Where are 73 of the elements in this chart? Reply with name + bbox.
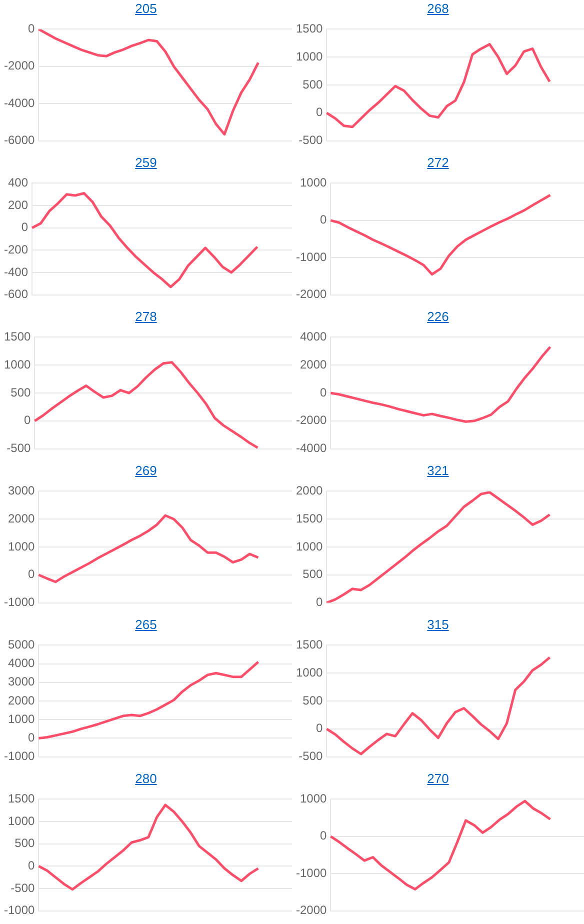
y-tick-label: -1000	[296, 866, 328, 880]
chart-title: 226	[427, 308, 449, 326]
y-tick-label: 1000	[8, 814, 36, 828]
y-tick-label: -2000	[296, 903, 328, 918]
chart-title: 269	[135, 462, 157, 480]
y-tick-label: -6000	[4, 133, 36, 148]
y-tick-label: -400	[4, 264, 28, 279]
y-tick-label: 0	[316, 721, 324, 736]
y-tick-label: -2000	[296, 413, 328, 428]
chart-title: 268	[427, 0, 449, 18]
y-tick-label: 200	[8, 198, 28, 212]
y-tick-label: 1500	[296, 511, 324, 526]
y-tick-label: 4000	[300, 330, 328, 344]
y-tick-label: 0	[28, 858, 36, 872]
y-tick-label: -500	[298, 749, 324, 764]
y-tick-label: 0	[21, 220, 28, 234]
y-tick-label: 1000	[300, 792, 328, 806]
chart-title: 270	[427, 770, 449, 788]
y-tick-label: -1000	[4, 903, 36, 918]
y-tick-label: 1500	[8, 792, 36, 806]
y-tick-label: 0	[320, 212, 328, 227]
y-tick-label: -1000	[4, 595, 36, 610]
y-tick-label: -2000	[296, 287, 328, 302]
y-tick-label: -600	[4, 287, 28, 302]
y-tick-label: 500	[302, 693, 324, 708]
y-tick-label: 1000	[8, 712, 36, 726]
y-tick-label: 0	[28, 730, 36, 745]
y-tick-label: 0	[320, 385, 328, 400]
y-tick-label: 1500	[296, 638, 324, 652]
y-tick-label: 5000	[8, 638, 36, 652]
y-tick-label: 2000	[8, 511, 36, 526]
y-tick-label: -500	[10, 880, 36, 895]
chart-title: 321	[427, 462, 449, 480]
y-tick-label: 0	[316, 105, 324, 120]
chart-title: 315	[427, 616, 449, 634]
y-tick-label: -4000	[296, 441, 328, 456]
y-tick-label: 2000	[296, 484, 324, 498]
y-tick-label: 1000	[8, 539, 36, 554]
y-tick-label: -1000	[296, 250, 328, 264]
y-tick-label: 0	[320, 828, 328, 843]
y-tick-label: 2000	[8, 693, 36, 708]
y-tick-label: 500	[10, 385, 32, 400]
y-tick-label: 0	[24, 413, 32, 428]
y-tick-label: 500	[302, 567, 324, 582]
y-tick-label: -4000	[4, 96, 36, 110]
y-tick-label: -2000	[4, 58, 36, 73]
y-tick-label: 1500	[296, 22, 324, 36]
chart-title: 280	[135, 770, 157, 788]
y-tick-label: 3000	[8, 674, 36, 689]
y-tick-label: 1500	[4, 330, 32, 344]
y-tick-label: 1000	[4, 357, 32, 372]
chart-title: 272	[427, 154, 449, 172]
y-tick-label: 1000	[296, 665, 324, 680]
y-tick-label: 1000	[296, 49, 324, 64]
y-tick-label: 4000	[8, 656, 36, 670]
y-tick-label: -200	[4, 242, 28, 256]
y-tick-label: 0	[28, 22, 36, 36]
chart-title: 278	[135, 308, 157, 326]
chart-title: 205	[135, 0, 157, 18]
chart-title: 259	[135, 154, 157, 172]
y-tick-label: 3000	[8, 484, 36, 498]
y-tick-label: 500	[14, 836, 36, 850]
y-tick-label: 500	[302, 77, 324, 92]
y-tick-label: 2000	[300, 357, 328, 372]
y-tick-label: -1000	[4, 749, 36, 764]
y-tick-label: -500	[6, 441, 32, 456]
y-tick-label: 0	[28, 567, 36, 582]
y-tick-label: 400	[8, 176, 28, 190]
y-tick-label: 0	[316, 595, 324, 610]
chart-title: 265	[135, 616, 157, 634]
y-tick-label: 1000	[296, 539, 324, 554]
y-tick-label: -500	[298, 133, 324, 148]
y-tick-label: 1000	[300, 176, 328, 190]
